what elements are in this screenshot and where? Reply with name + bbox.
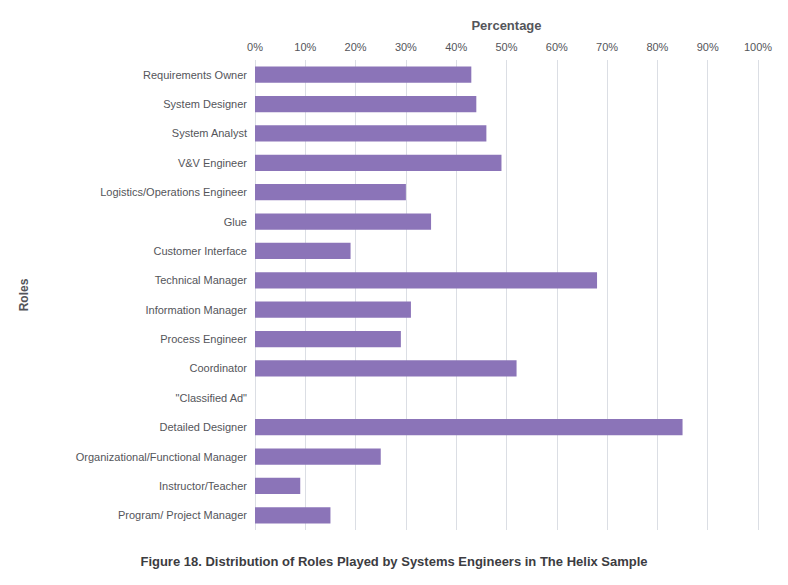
svg-text:System Designer: System Designer <box>163 98 247 110</box>
svg-text:Roles: Roles <box>17 278 31 311</box>
svg-text:Process Engineer: Process Engineer <box>160 333 247 345</box>
svg-text:Glue: Glue <box>224 216 247 228</box>
svg-text:50%: 50% <box>495 41 517 53</box>
svg-text:0%: 0% <box>247 41 263 53</box>
svg-text:Information Manager: Information Manager <box>146 304 248 316</box>
svg-text:Coordinator: Coordinator <box>190 362 248 374</box>
svg-text:V&V Engineer: V&V Engineer <box>178 157 247 169</box>
svg-text:Figure 18. Distribution of Rol: Figure 18. Distribution of Roles Played … <box>140 554 647 569</box>
svg-text:Logistics/Operations Engineer: Logistics/Operations Engineer <box>100 186 247 198</box>
svg-text:90%: 90% <box>697 41 719 53</box>
svg-text:40%: 40% <box>445 41 467 53</box>
svg-text:Detailed Designer: Detailed Designer <box>160 421 248 433</box>
svg-text:100%: 100% <box>744 41 772 53</box>
svg-text:Program/ Project Manager: Program/ Project Manager <box>118 509 247 521</box>
svg-text:System Analyst: System Analyst <box>172 127 247 139</box>
svg-text:Percentage: Percentage <box>471 18 541 33</box>
svg-text:80%: 80% <box>646 41 668 53</box>
svg-text:60%: 60% <box>546 41 568 53</box>
svg-text:Organizational/Functional Mana: Organizational/Functional Manager <box>76 451 248 463</box>
svg-text:Technical Manager: Technical Manager <box>155 274 248 286</box>
svg-text:"Classified Ad": "Classified Ad" <box>176 392 247 404</box>
svg-text:Requirements Owner: Requirements Owner <box>143 69 247 81</box>
svg-text:Customer Interface: Customer Interface <box>153 245 247 257</box>
svg-text:30%: 30% <box>395 41 417 53</box>
svg-text:20%: 20% <box>345 41 367 53</box>
svg-text:70%: 70% <box>596 41 618 53</box>
svg-text:10%: 10% <box>294 41 316 53</box>
svg-text:Instructor/Teacher: Instructor/Teacher <box>159 480 247 492</box>
